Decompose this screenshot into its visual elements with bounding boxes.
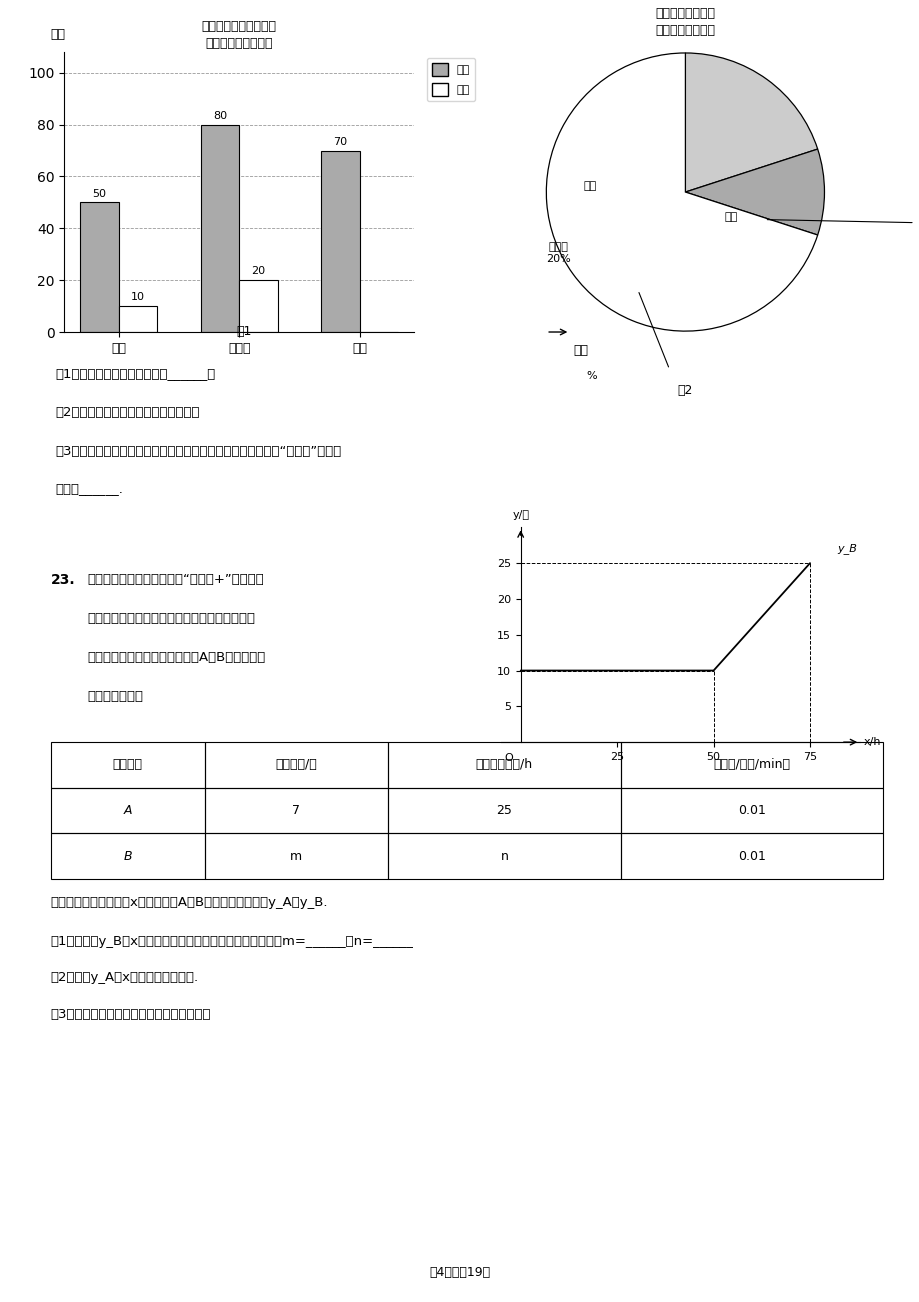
- Text: 反对: 反对: [584, 181, 596, 191]
- Text: m: m: [289, 850, 302, 862]
- Text: （3）选择哪种方式上网学习合算，为什么？: （3）选择哪种方式上网学习合算，为什么？: [51, 1008, 210, 1021]
- Text: 80: 80: [212, 111, 227, 121]
- Bar: [620, 833, 882, 879]
- Text: 25: 25: [496, 805, 512, 816]
- Bar: [388, 788, 620, 833]
- Bar: [200, 125, 239, 332]
- Text: A: A: [123, 805, 131, 816]
- Wedge shape: [685, 53, 817, 193]
- Text: 包时上网时间/h: 包时上网时间/h: [475, 759, 532, 771]
- Bar: [80, 202, 119, 332]
- Bar: [119, 306, 157, 332]
- Legend: 学生, 家长: 学生, 家长: [426, 57, 475, 102]
- Text: 图2: 图2: [677, 384, 692, 397]
- Text: （3）从这次接受调查的学生中，随机抽查一个学生恰好抽到持“无所谓”态度的: （3）从这次接受调查的学生中，随机抽查一个学生恰好抽到持“无所谓”态度的: [55, 445, 341, 458]
- Text: 7: 7: [292, 805, 300, 816]
- Text: 设每月上网学习时间为x小时，方案A、B的收费金额分别为y_A、y_B.: 设每月上网学习时间为x小时，方案A、B的收费金额分别为y_A、y_B.: [51, 896, 328, 909]
- Text: 们日常生活的各个领域，网上在线学习交流已不: 们日常生活的各个领域，网上在线学习交流已不: [87, 612, 255, 625]
- Wedge shape: [685, 148, 823, 236]
- Text: 0.01: 0.01: [737, 850, 766, 862]
- Text: y/元: y/元: [512, 510, 528, 521]
- Bar: [239, 280, 278, 332]
- Bar: [620, 788, 882, 833]
- Text: 类别: 类别: [573, 344, 588, 357]
- Bar: [204, 742, 388, 788]
- Text: 随着信息技术的快速发展，“互联网+”渗透到我: 随着信息技术的快速发展，“互联网+”渗透到我: [87, 573, 264, 586]
- Text: （1）如图是y_B与x之间函数关系的图象，请根据图象填空：m=______；n=______: （1）如图是y_B与x之间函数关系的图象，请根据图象填空：m=______；n=…: [51, 935, 413, 948]
- Bar: [51, 742, 204, 788]
- Text: O: O: [504, 753, 513, 763]
- Text: 收费方式: 收费方式: [112, 759, 142, 771]
- Text: x/h: x/h: [863, 737, 880, 747]
- Text: （1）这次抽查的家长总人数为______；: （1）这次抽查的家长总人数为______；: [55, 367, 215, 380]
- Bar: [204, 833, 388, 879]
- Bar: [204, 788, 388, 833]
- Text: n: n: [500, 850, 508, 862]
- Text: 图1: 图1: [236, 324, 251, 337]
- Text: 20: 20: [251, 267, 266, 276]
- Text: 月使用费/元: 月使用费/元: [275, 759, 317, 771]
- Y-axis label: 人数: 人数: [50, 27, 65, 40]
- Title: 家长对学生坐校车
上学的态度统计图: 家长对学生坐校车 上学的态度统计图: [654, 7, 715, 36]
- Text: 再是梦，现有某教学网站策划了A、B两种上网学: 再是梦，现有某教学网站策划了A、B两种上网学: [87, 651, 266, 664]
- Wedge shape: [546, 53, 817, 331]
- Bar: [388, 742, 620, 788]
- Text: 概率是______.: 概率是______.: [55, 482, 123, 495]
- Text: 笥4页，共19页: 笥4页，共19页: [429, 1266, 490, 1279]
- Text: 0.01: 0.01: [737, 805, 766, 816]
- Text: B: B: [123, 850, 131, 862]
- Text: 无所谓
20%: 无所谓 20%: [546, 242, 571, 264]
- Text: 50: 50: [93, 189, 107, 198]
- Text: 10: 10: [130, 292, 145, 302]
- Text: （2）请补全条形统计图和扇形统计图；: （2）请补全条形统计图和扇形统计图；: [55, 406, 199, 419]
- Text: 习的月收费方式: 习的月收费方式: [87, 690, 143, 703]
- Text: y_B: y_B: [836, 543, 856, 555]
- Text: %: %: [586, 371, 596, 380]
- Text: 超时费/（元/min）: 超时费/（元/min）: [713, 759, 789, 771]
- Text: 70: 70: [333, 137, 347, 147]
- Bar: [620, 742, 882, 788]
- Bar: [321, 151, 359, 332]
- Text: 赞成: 赞成: [724, 211, 737, 221]
- Bar: [388, 833, 620, 879]
- Title: 学生及家长对学生坐校
车上学的态度统计图: 学生及家长对学生坐校 车上学的态度统计图: [201, 20, 277, 49]
- Text: （2）写出y_A与x之间的函数关系式.: （2）写出y_A与x之间的函数关系式.: [51, 971, 199, 984]
- Bar: [51, 833, 204, 879]
- Text: 23.: 23.: [51, 573, 75, 587]
- Bar: [51, 788, 204, 833]
